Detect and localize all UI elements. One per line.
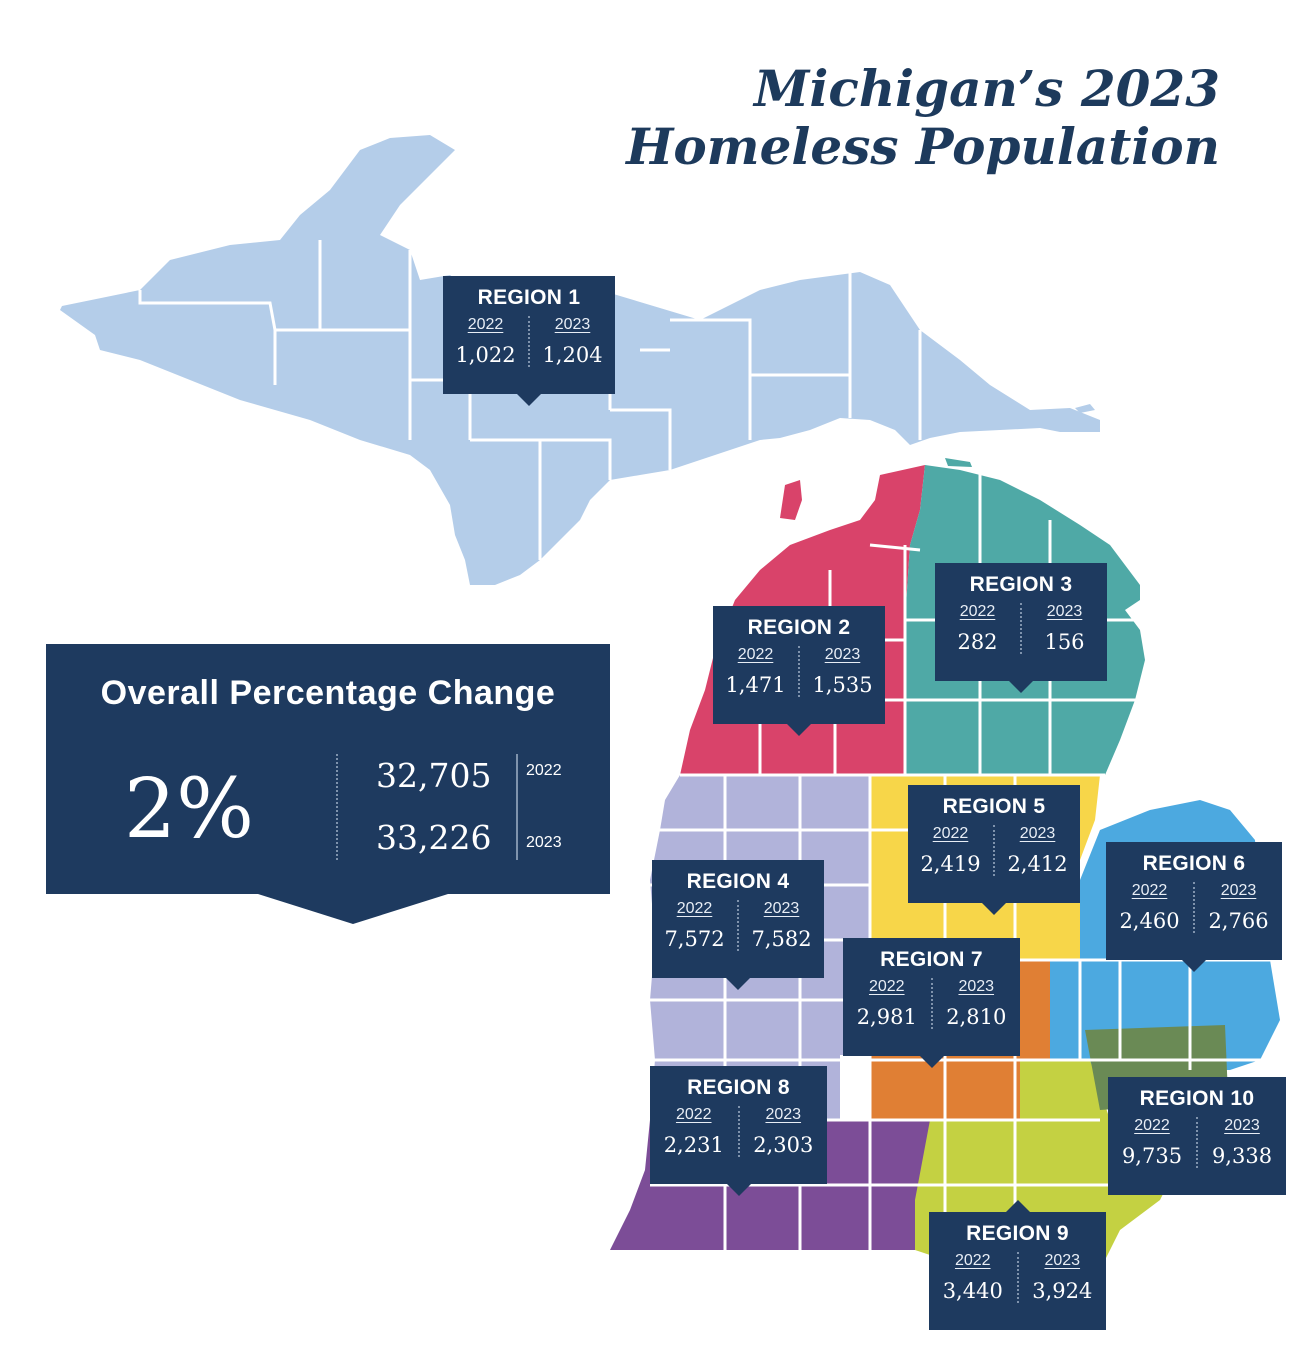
total-2022-value: 32,705 (376, 756, 492, 795)
year-2022-label: 2022 (737, 646, 774, 663)
year-2022-label: 2022 (676, 900, 713, 917)
year-2022-label: 2022 (959, 603, 996, 620)
region-name: REGION 3 (969, 573, 1073, 596)
region-6-callout: REGION 6 2022 2,460 2023 2,766 (1106, 842, 1282, 972)
region-2-callout: REGION 2 2022 1,471 2023 1,535 (713, 606, 885, 736)
value-2022: 1,022 (455, 343, 516, 367)
value-2022: 9,735 (1121, 1144, 1183, 1168)
region-name: REGION 7 (880, 948, 983, 971)
region-name: REGION 5 (942, 795, 1046, 818)
year-2023-label: 2023 (1019, 825, 1056, 842)
year-2022-label: 2022 (954, 1252, 991, 1269)
value-2023: 156 (1044, 630, 1085, 654)
value-2023: 2,412 (1007, 852, 1068, 876)
region-name: REGION 8 (687, 1076, 790, 1099)
year-2022-label: 2022 (675, 1106, 712, 1123)
callout-pointer (919, 1056, 944, 1068)
value-2023: 7,582 (751, 927, 812, 951)
year-2023-label: 2023 (1220, 882, 1257, 899)
value-2022: 282 (957, 630, 998, 654)
overall-change-title: Overall Percentage Change (100, 674, 556, 712)
callout-pointer (787, 724, 811, 736)
region-name: REGION 1 (477, 286, 581, 309)
value-2022: 3,440 (942, 1279, 1003, 1303)
callout-pointer (1009, 681, 1033, 693)
region-7-callout: REGION 7 2022 2,981 2023 2,810 (843, 938, 1020, 1068)
callout-pointer (517, 394, 541, 406)
divider (516, 754, 518, 860)
year-2022-label: 2022 (868, 978, 905, 995)
region-5-callout: REGION 5 2022 2,419 2023 2,412 (908, 785, 1080, 915)
value-2022: 7,572 (664, 927, 725, 951)
value-2022: 2,419 (920, 852, 981, 876)
year-2022-label: 2022 (1134, 1117, 1170, 1134)
total-2023-value: 33,226 (376, 818, 492, 857)
callout-pointer (726, 1184, 751, 1196)
region-name: REGION 6 (1142, 852, 1246, 875)
value-2023: 2,810 (946, 1005, 1007, 1029)
year-2023-label: 2023 (554, 316, 591, 333)
callout-pointer (726, 978, 750, 990)
title-line-1: Michigan’s 2023 (754, 59, 1220, 118)
year-2023-label: 2023 (763, 900, 800, 917)
overall-change-percent: 2% (124, 762, 255, 857)
total-2022-label: 2022 (526, 762, 562, 779)
callout-pointer (1005, 1200, 1030, 1212)
value-2022: 1,471 (725, 673, 786, 697)
region-name: REGION 9 (966, 1222, 1069, 1245)
year-2022-label: 2022 (932, 825, 969, 842)
year-2023-label: 2023 (1044, 1252, 1081, 1269)
value-2022: 2,231 (663, 1133, 724, 1157)
map-title: Michigan’s 2023 Homeless Population (626, 60, 1220, 176)
panel-pointer (258, 894, 448, 924)
value-2023: 1,204 (542, 343, 603, 367)
value-2023: 2,303 (753, 1133, 814, 1157)
region-3-callout: REGION 3 2022 282 2023 156 (935, 563, 1107, 693)
value-2023: 9,338 (1211, 1144, 1273, 1168)
region-name: REGION 10 (1139, 1087, 1255, 1110)
year-2023-label: 2023 (958, 978, 995, 995)
region-1-callout: REGION 1 2022 1,022 2023 1,204 (443, 276, 615, 406)
island-shape (780, 480, 802, 520)
year-2023-label: 2023 (824, 646, 861, 663)
divider (336, 754, 338, 860)
callout-pointer (1182, 960, 1206, 972)
year-2023-label: 2023 (765, 1106, 802, 1123)
total-2023-label: 2023 (526, 834, 562, 851)
year-2023-label: 2023 (1224, 1117, 1260, 1134)
region-4-callout: REGION 4 2022 7,572 2023 7,582 (652, 860, 824, 990)
value-2023: 3,924 (1032, 1279, 1093, 1303)
value-2022: 2,981 (856, 1005, 917, 1029)
year-2022-label: 2022 (1131, 882, 1168, 899)
title-line-2: Homeless Population (626, 117, 1220, 176)
island-shape (1075, 404, 1095, 413)
overall-change-panel: Overall Percentage Change 2% 32,705 33,2… (46, 644, 610, 924)
year-2022-label: 2022 (467, 316, 504, 333)
region-10-callout: REGION 10 2022 9,735 2023 9,338 (1108, 1077, 1286, 1195)
region-name: REGION 4 (686, 870, 790, 893)
island-shape (945, 458, 972, 467)
region-8-callout: REGION 8 2022 2,231 2023 2,303 (650, 1066, 827, 1196)
value-2022: 2,460 (1119, 909, 1180, 933)
region-name: REGION 2 (747, 616, 851, 639)
region-9-callout: REGION 9 2022 3,440 2023 3,924 (929, 1200, 1106, 1330)
value-2023: 1,535 (812, 673, 873, 697)
year-2023-label: 2023 (1046, 603, 1083, 620)
callout-pointer (982, 903, 1006, 915)
value-2023: 2,766 (1208, 909, 1269, 933)
